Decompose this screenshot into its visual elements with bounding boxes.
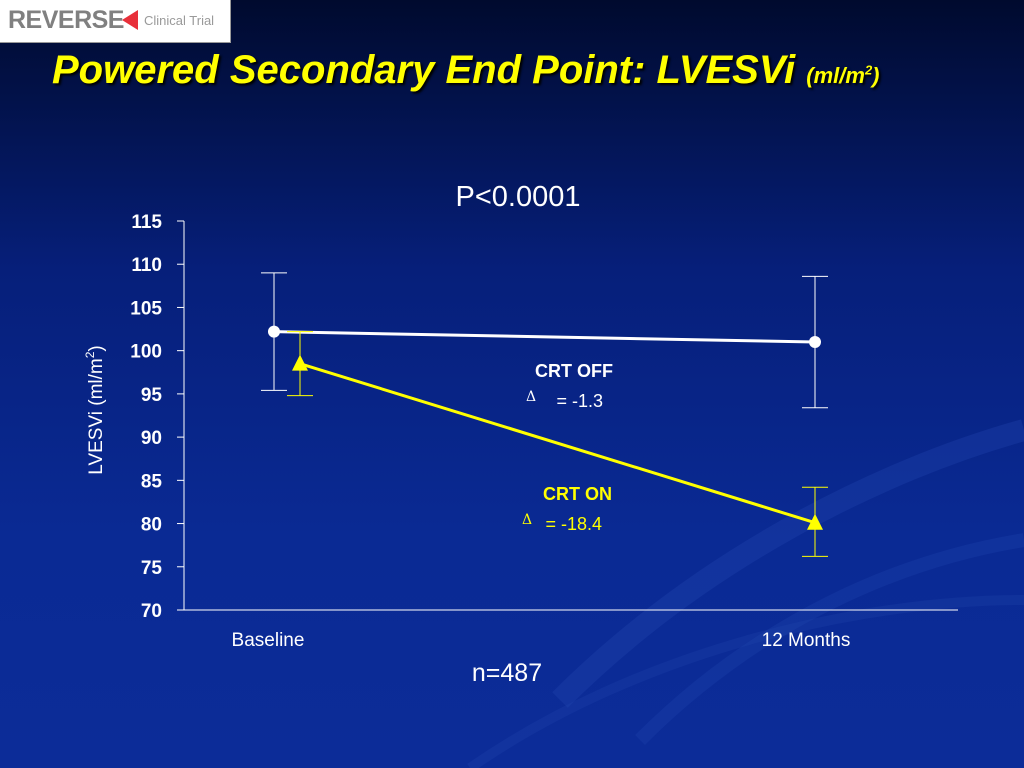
y-tick-label: 75 [141, 558, 163, 579]
slide-title-unit: (ml/m2) [806, 63, 879, 88]
series-annotation-label: CRT ON [543, 484, 612, 504]
title-unit-close: ) [872, 63, 880, 88]
series-delta-value: = -18.4 [545, 514, 602, 534]
y-tick-label: 80 [141, 515, 162, 536]
y-tick-label: 90 [141, 428, 162, 449]
logo-subtitle: Clinical Trial [144, 13, 215, 28]
chart-footnote: n=487 [472, 659, 542, 687]
title-unit-text: (ml/m [806, 63, 865, 88]
chart-title: P<0.0001 [456, 181, 581, 213]
data-point [268, 325, 280, 338]
y-tick-label: 100 [130, 342, 162, 363]
logo-arrow-icon [122, 10, 138, 30]
reverse-logo: REVERSE Clinical Trial [0, 0, 231, 43]
y-tick-label: 110 [131, 255, 162, 276]
x-tick-label: Baseline [232, 630, 305, 651]
delta-symbol: Δ [522, 512, 532, 528]
series-line [273, 330, 816, 344]
title-unit-sup: 2 [864, 62, 873, 78]
y-tick-label: 95 [141, 385, 163, 406]
x-tick-label: 12 Months [762, 630, 851, 651]
y-axis-label: LVESVi (ml/m2) [83, 345, 107, 475]
y-tick-label: 70 [141, 601, 162, 622]
slide-title: Powered Secondary End Point: LVESVi (ml/… [52, 48, 880, 93]
data-point [809, 336, 821, 349]
y-tick-label: 105 [130, 298, 162, 319]
series-annotation-label: CRT OFF [535, 361, 613, 381]
data-point [292, 354, 308, 371]
y-tick-label: 85 [141, 471, 163, 492]
slide-title-main: Powered Secondary End Point: LVESVi [52, 48, 796, 92]
y-tick-label: 115 [131, 212, 162, 233]
data-point [807, 513, 823, 530]
logo-word: REVERSE [8, 6, 124, 34]
series-delta-value: = -1.3 [556, 391, 603, 411]
series-line [299, 362, 816, 525]
delta-symbol: Δ [526, 389, 536, 405]
